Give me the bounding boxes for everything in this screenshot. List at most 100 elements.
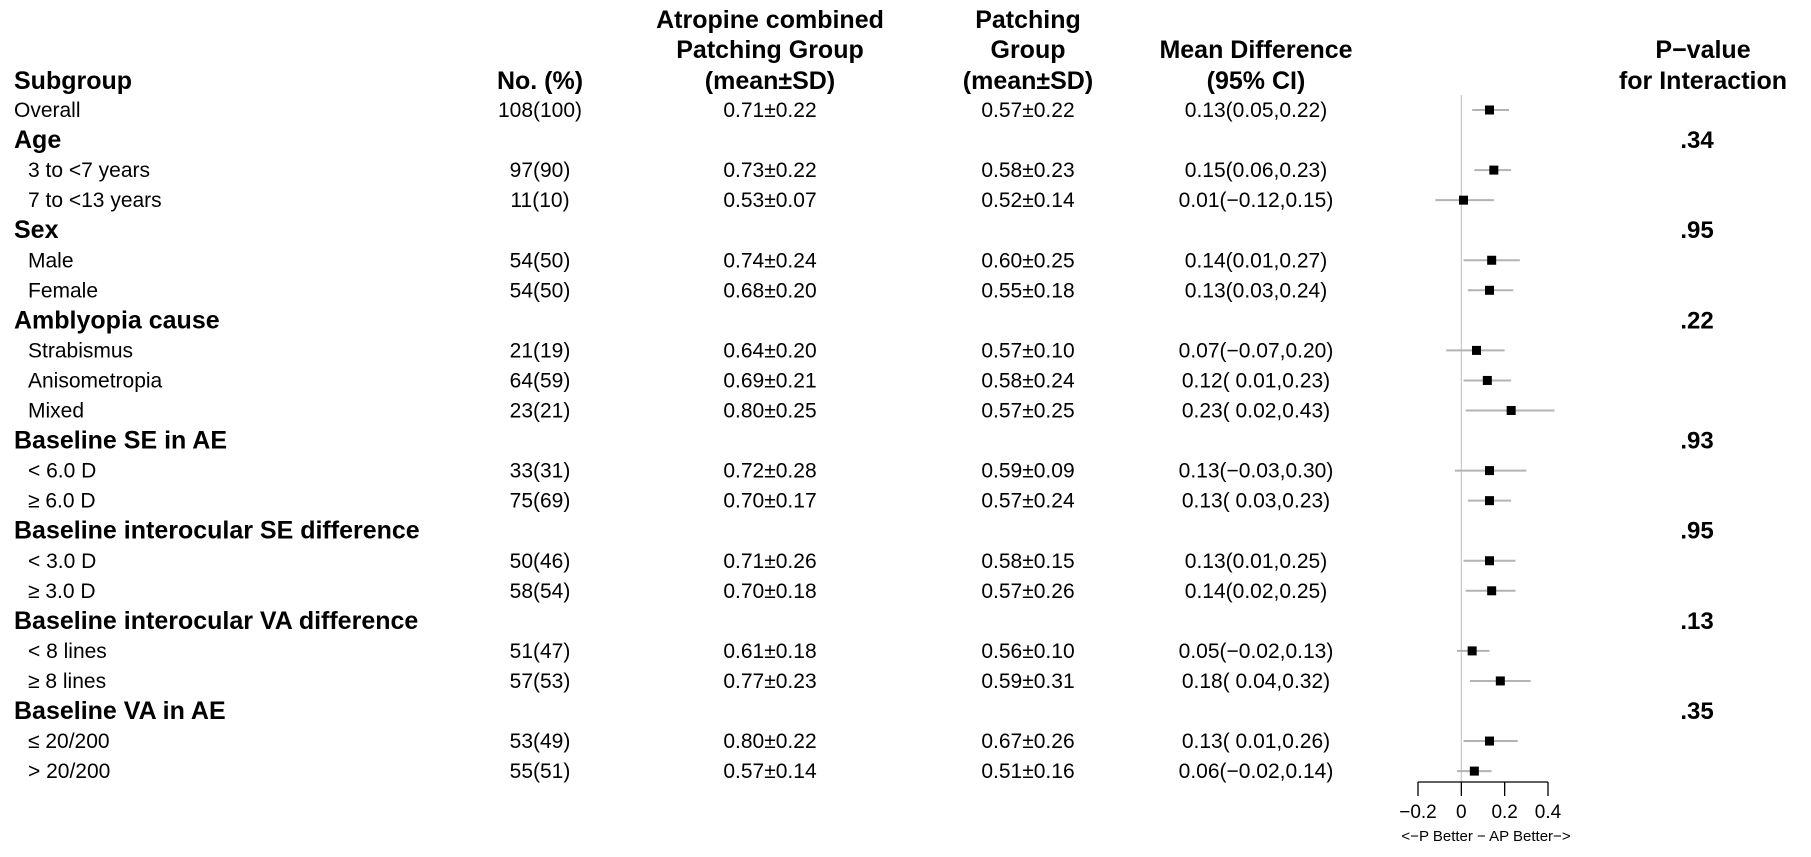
row-n: 53(49) xyxy=(510,730,571,753)
interaction-pvalue: .95 xyxy=(1680,217,1713,244)
row-p-mean: 0.58±0.15 xyxy=(981,550,1074,573)
pint-header-line2: for Interaction xyxy=(1619,67,1787,95)
interaction-pvalue: .34 xyxy=(1680,127,1714,154)
row-n: 33(31) xyxy=(510,460,571,483)
point-estimate xyxy=(1467,646,1477,656)
row-label: Female xyxy=(28,279,98,302)
group-label: Amblyopia cause xyxy=(14,306,220,334)
interaction-pvalue: .95 xyxy=(1680,518,1713,545)
row-mean-difference: 0.06(−0.02,0.14) xyxy=(1179,760,1334,783)
row-n: 57(53) xyxy=(510,670,571,693)
point-estimate xyxy=(1487,586,1497,596)
point-estimate xyxy=(1485,736,1494,746)
p-header-line1: Patching xyxy=(975,6,1081,34)
md-header-line2: (95% CI) xyxy=(1207,67,1306,95)
point-estimate xyxy=(1469,766,1479,776)
point-estimate xyxy=(1485,496,1494,506)
row-label: 7 to <13 years xyxy=(28,189,162,212)
row-n: 55(51) xyxy=(510,760,571,783)
row-mean-difference: 0.14(0.01,0.27) xyxy=(1185,249,1327,272)
row-ap-mean: 0.74±0.24 xyxy=(723,249,817,272)
row-label: ≥ 6.0 D xyxy=(28,490,96,513)
row-p-mean: 0.57±0.24 xyxy=(981,490,1075,513)
row-mean-difference: 0.12( 0.01,0.23) xyxy=(1182,369,1330,392)
row-ap-mean: 0.80±0.25 xyxy=(723,400,816,423)
row-label: < 8 lines xyxy=(28,640,107,663)
row-n: 50(46) xyxy=(510,550,571,573)
point-estimate xyxy=(1482,375,1492,385)
pint-header-line1: P−value xyxy=(1655,36,1750,64)
row-ap-mean: 0.77±0.23 xyxy=(723,670,816,693)
ap-header-line2: Patching Group xyxy=(676,36,864,64)
row-mean-difference: 0.23( 0.02,0.43) xyxy=(1182,400,1330,423)
row-mean-difference: 0.18( 0.04,0.32) xyxy=(1182,670,1330,693)
row-label: < 3.0 D xyxy=(28,550,96,573)
interaction-pvalue: .22 xyxy=(1680,307,1713,334)
row-p-mean: 0.51±0.16 xyxy=(981,760,1074,783)
point-estimate xyxy=(1485,466,1494,476)
ap-header-line3: (mean±SD) xyxy=(705,67,835,95)
row-n: 54(50) xyxy=(510,279,571,302)
point-estimate xyxy=(1459,195,1468,205)
row-label: ≤ 20/200 xyxy=(28,730,110,753)
row-ap-mean: 0.80±0.22 xyxy=(723,730,816,753)
point-estimate xyxy=(1489,165,1499,175)
x-axis: −0.2 0 0.2 0.4 <−P Better − AP Better−> xyxy=(1399,781,1571,845)
group-label: Sex xyxy=(14,216,59,244)
row-mean-difference: 0.13(0.01,0.25) xyxy=(1185,550,1327,573)
row-mean-difference: 0.13( 0.01,0.26) xyxy=(1182,730,1330,753)
group-label: Baseline VA in AE xyxy=(14,697,226,725)
point-estimate xyxy=(1472,345,1481,355)
row-label: < 6.0 D xyxy=(28,460,96,483)
row-ap-mean: 0.53±0.07 xyxy=(723,189,816,212)
row-n: 54(50) xyxy=(510,249,571,272)
row-label: Strabismus xyxy=(28,339,133,362)
row-p-mean: 0.58±0.24 xyxy=(981,369,1075,392)
row-label: Male xyxy=(28,249,74,272)
row-n: 11(10) xyxy=(510,189,569,212)
row-n: 64(59) xyxy=(510,369,571,392)
row-n: 108(100) xyxy=(498,99,582,122)
table-rows: Overall 108(100) 0.71±0.22 0.57±0.22 0.13(0.… xyxy=(14,99,1714,783)
row-ap-mean: 0.70±0.17 xyxy=(723,490,816,513)
row-mean-difference: 0.01(−0.12,0.15) xyxy=(1179,189,1334,212)
x-tick-label: −0.2 xyxy=(1399,802,1437,823)
point-estimate xyxy=(1506,406,1516,415)
x-tick-label: 0.4 xyxy=(1535,802,1562,823)
interaction-pvalue: .35 xyxy=(1680,698,1713,725)
row-p-mean: 0.56±0.10 xyxy=(981,640,1074,663)
row-mean-difference: 0.15(0.06,0.23) xyxy=(1185,159,1327,182)
row-mean-difference: 0.07(−0.07,0.20) xyxy=(1179,339,1334,362)
interaction-pvalue: .93 xyxy=(1680,428,1713,455)
row-p-mean: 0.57±0.26 xyxy=(981,580,1074,603)
n-header: No. (%) xyxy=(497,67,583,95)
row-ap-mean: 0.61±0.18 xyxy=(723,640,816,663)
row-mean-difference: 0.13(0.05,0.22) xyxy=(1185,99,1327,122)
row-label: Overall xyxy=(14,99,81,122)
row-p-mean: 0.57±0.22 xyxy=(981,99,1074,122)
row-mean-difference: 0.05(−0.02,0.13) xyxy=(1179,640,1334,663)
row-n: 97(90) xyxy=(510,159,571,182)
group-label: Baseline interocular SE difference xyxy=(14,517,420,545)
row-p-mean: 0.57±0.10 xyxy=(981,339,1074,362)
row-n: 75(69) xyxy=(510,490,571,513)
p-header-line2: Group xyxy=(991,36,1066,64)
row-ap-mean: 0.72±0.28 xyxy=(723,460,816,483)
row-p-mean: 0.57±0.25 xyxy=(981,400,1074,423)
row-label: Anisometropia xyxy=(28,369,163,392)
row-ap-mean: 0.57±0.14 xyxy=(723,760,817,783)
row-label: 3 to <7 years xyxy=(28,159,150,182)
point-estimate xyxy=(1485,105,1494,115)
row-p-mean: 0.55±0.18 xyxy=(981,279,1074,302)
table-header: Subgroup No. (%) Atropine combined Patch… xyxy=(14,6,1787,95)
row-ap-mean: 0.71±0.22 xyxy=(723,99,816,122)
row-label: > 20/200 xyxy=(28,760,110,783)
row-mean-difference: 0.13(0.03,0.24) xyxy=(1185,279,1327,302)
group-label: Baseline SE in AE xyxy=(14,427,227,455)
row-ap-mean: 0.64±0.20 xyxy=(723,339,816,362)
row-label: Mixed xyxy=(28,400,84,423)
row-p-mean: 0.59±0.31 xyxy=(981,670,1074,693)
row-p-mean: 0.60±0.25 xyxy=(981,249,1074,272)
group-label: Baseline interocular VA difference xyxy=(14,607,418,635)
